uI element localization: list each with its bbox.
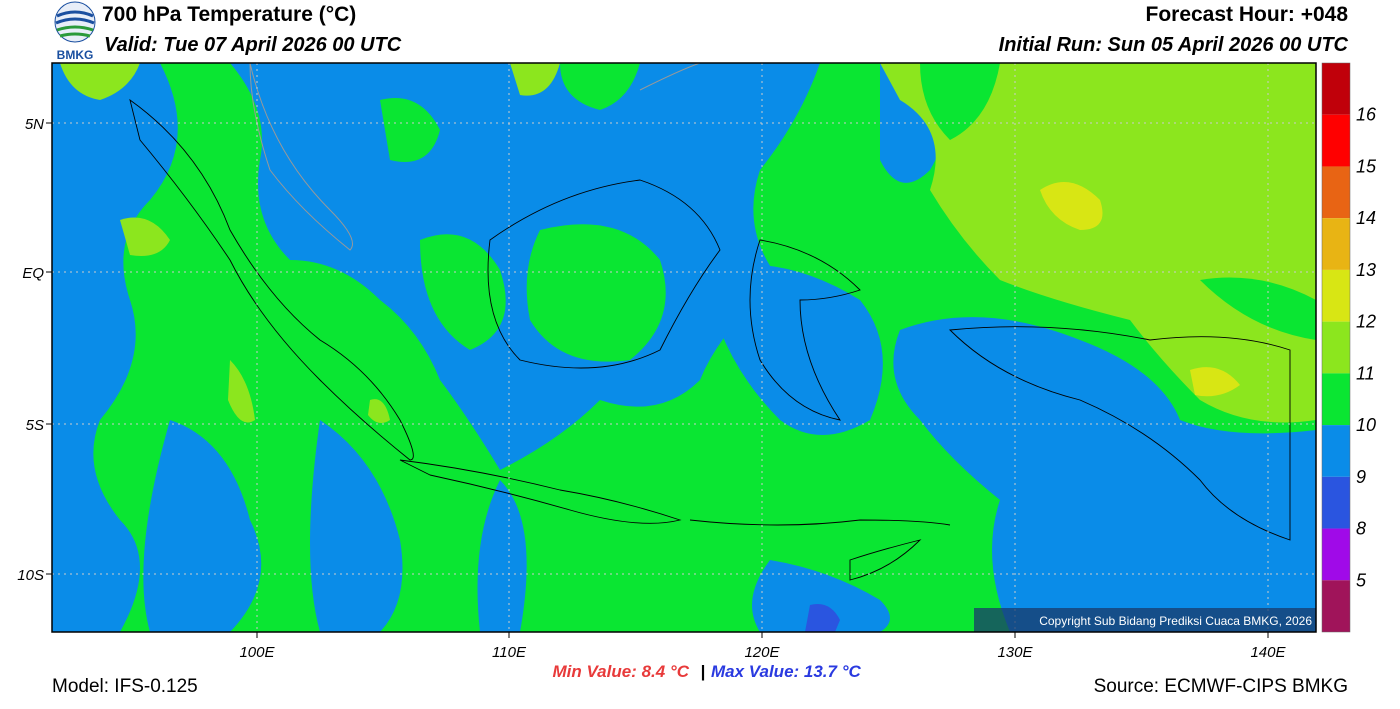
- coastlines: [129, 98, 1291, 581]
- colorbar-label: 12: [1356, 312, 1376, 332]
- axis-labels: 5N EQ 5S 10S 100E 110E 120E 130E 140E: [17, 116, 1286, 661]
- colorbar-label: 5: [1356, 570, 1367, 590]
- max-value: Max Value: 13.7 °C: [711, 662, 862, 681]
- separator: |: [701, 662, 706, 681]
- logo-text: BMKG: [57, 48, 94, 62]
- colorbar-label: 13: [1356, 260, 1376, 280]
- colorbar-segment: [1322, 114, 1350, 167]
- lat-label: 5N: [25, 116, 44, 133]
- colorbar-segment: [1322, 166, 1350, 219]
- lon-label: 130E: [997, 644, 1033, 661]
- colorbar-segment: [1322, 476, 1350, 529]
- colorbar-segment: [1322, 373, 1350, 426]
- lon-label: 140E: [1250, 644, 1286, 661]
- lat-label: 10S: [17, 567, 44, 584]
- graticule: [52, 63, 1316, 632]
- lon-label: 110E: [492, 644, 527, 661]
- temperature-field: Copyright Sub Bidang Prediksi Cuaca BMKG…: [52, 63, 1316, 632]
- lat-label: EQ: [22, 265, 44, 282]
- forecast-hour: Forecast Hour: +048: [1146, 3, 1349, 26]
- colorbar: 16 15 14 13 12 11 10 9 8 5: [1321, 62, 1377, 633]
- colorbar-segment: [1322, 63, 1350, 115]
- source: Source: ECMWF-CIPS BMKG: [1094, 676, 1348, 697]
- min-value: Min Value: 8.4 °C: [552, 662, 689, 681]
- copyright: Copyright Sub Bidang Prediksi Cuaca BMKG…: [1039, 614, 1312, 628]
- colorbar-segment: [1322, 425, 1350, 477]
- initial-run: Initial Run: Sun 05 April 2026 00 UTC: [999, 34, 1349, 56]
- colorbar-segment: [1322, 269, 1350, 322]
- colorbar-label: 11: [1356, 363, 1375, 383]
- colorbar-segment: [1322, 218, 1350, 270]
- colorbar-label: 16: [1356, 105, 1377, 125]
- colorbar-frame: [1321, 62, 1351, 633]
- valid-time: Valid: Tue 07 April 2026 00 UTC: [104, 34, 402, 56]
- colorbar-segment: [1322, 528, 1350, 581]
- colorbar-label: 8: [1356, 519, 1366, 539]
- logo: BMKG: [54, 1, 96, 62]
- colorbar-label: 10: [1356, 415, 1376, 435]
- colorbar-label: 14: [1356, 208, 1376, 228]
- colorbar-segment: [1322, 321, 1350, 374]
- colorbar-label: 15: [1356, 156, 1377, 176]
- title: 700 hPa Temperature (°C): [102, 3, 356, 26]
- model: Model: IFS-0.125: [52, 676, 198, 697]
- lon-label: 120E: [744, 644, 780, 661]
- lon-label: 100E: [239, 644, 275, 661]
- map-frame: [51, 62, 1317, 633]
- lat-label: 5S: [26, 417, 44, 434]
- colorbar-label: 9: [1356, 467, 1366, 487]
- colorbar-segment: [1322, 580, 1350, 632]
